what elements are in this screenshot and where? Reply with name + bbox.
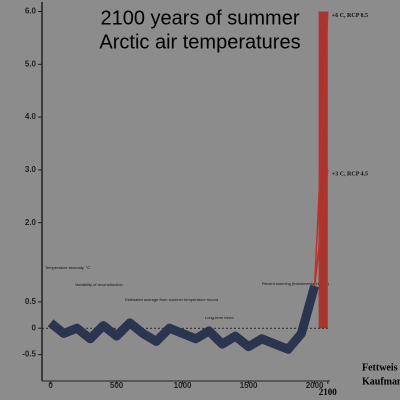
projection-line (313, 11, 329, 287)
annotation: Variability of reconstruction (75, 282, 123, 287)
y-tick-label: 0.5 (25, 297, 37, 306)
annotation: Estimated average from summer temperatur… (125, 297, 218, 302)
chart-title: Arctic air temperatures (99, 31, 300, 53)
y-tick-label: -0.5 (22, 350, 36, 359)
projection-band (318, 11, 328, 329)
x-tick-label: 500 (110, 381, 124, 390)
credit: Fettweis (362, 362, 398, 373)
x-tick-label: 2000 (306, 381, 324, 390)
x-tick-label: 2100 (319, 387, 338, 397)
projection-label: +6 C, RCP 8.5 (332, 13, 368, 19)
x-tick-label: 1000 (174, 381, 192, 390)
y-tick-label: 6.0 (25, 7, 37, 16)
y-tick-label: 0 (32, 323, 37, 332)
y-axis-label: Temperature anomaly, °C (45, 265, 90, 270)
y-tick-label: 4.0 (25, 112, 37, 121)
credit: Kaufman (362, 376, 400, 387)
x-tick-label: 0 (48, 381, 53, 390)
annotation: Long-term trend (205, 315, 233, 320)
y-tick-label: 2.0 (25, 218, 37, 227)
y-tick-label: 5.0 (25, 59, 37, 68)
y-tick-label: 3.0 (25, 165, 37, 174)
x-tick-label: 1500 (240, 381, 258, 390)
annotation: Recent warming (instrumental record) (262, 281, 330, 286)
reconstruction-line (47, 284, 319, 354)
chart-title: 2100 years of summer (101, 7, 300, 29)
projection-label: +3 C, RCP 4.5 (332, 171, 368, 177)
projection-line (313, 169, 329, 287)
